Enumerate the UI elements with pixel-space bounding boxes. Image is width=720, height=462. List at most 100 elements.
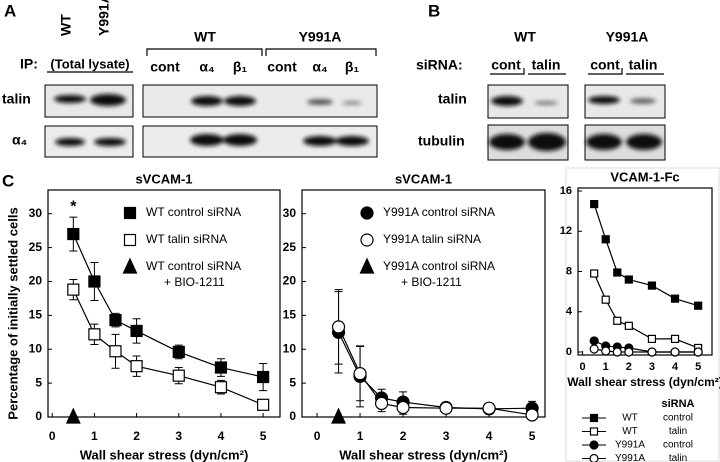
series-line — [338, 332, 533, 410]
lane-header: WT — [58, 14, 74, 36]
data-point — [130, 360, 143, 373]
lane-label: β₁ — [233, 59, 248, 75]
legend-marker — [589, 453, 599, 462]
data-point — [589, 336, 599, 346]
row-label: talin — [2, 91, 31, 107]
x-tick-label: 5 — [695, 361, 701, 373]
legend-marker — [123, 206, 137, 220]
x-tick-label: 3 — [175, 429, 182, 443]
y-tick-label: 0 — [566, 346, 572, 358]
data-point — [612, 347, 622, 357]
x-tick-label: 0 — [49, 429, 56, 443]
data-point — [589, 344, 599, 354]
data-point — [670, 334, 680, 344]
legend-marker — [589, 427, 599, 436]
data-point — [613, 316, 622, 325]
y-tick-label: 30 — [29, 206, 43, 220]
plot-frame — [47, 189, 281, 418]
row-label: tubulin — [418, 133, 465, 149]
data-point — [624, 347, 634, 357]
data-point — [67, 227, 80, 241]
data-point — [525, 408, 539, 422]
data-point — [130, 324, 143, 338]
x-tick-label: 5 — [260, 429, 267, 443]
group-label: Y991A — [299, 29, 342, 45]
data-point — [482, 401, 496, 415]
x-tick-label: 2 — [626, 361, 632, 373]
annotation: * — [70, 198, 77, 215]
x-tick-label: 1 — [603, 361, 609, 373]
lane-label: cont — [590, 57, 620, 73]
y-tick-label: 5 — [35, 375, 42, 389]
series-line — [338, 326, 533, 416]
panel-frame — [565, 167, 720, 462]
y-tick-label: 10 — [283, 341, 297, 355]
legend-marker — [589, 413, 599, 423]
panel-label: B — [428, 1, 440, 20]
data-point — [67, 283, 80, 296]
x-axis-label: Wall shear stress (dyn/cm²) — [339, 447, 508, 462]
legend-label: Y991A — [615, 453, 645, 462]
x-tick-label: 4 — [672, 361, 679, 373]
lane-label: cont — [491, 57, 521, 73]
data-point — [694, 301, 703, 310]
legend-marker — [122, 257, 138, 274]
y-tick-label: 5 — [289, 375, 296, 389]
data-point — [670, 347, 680, 357]
lane-label: talin — [532, 57, 561, 73]
plot-frame — [301, 189, 546, 418]
y-tick-label: 10 — [29, 341, 43, 355]
blot — [487, 84, 666, 161]
underline — [490, 68, 664, 75]
y-tick-label: 15 — [283, 308, 297, 322]
data-point — [214, 381, 228, 394]
legend-note: + BIO-1211 — [401, 275, 462, 289]
data-point — [647, 347, 657, 357]
group-label: WT — [514, 29, 536, 45]
lane-label: cont — [267, 59, 297, 75]
lane-label: α₄ — [199, 59, 214, 75]
legend-sirna: control — [663, 440, 693, 451]
blot — [44, 84, 378, 158]
lane-header: Y991A — [96, 0, 112, 36]
legend-label: WT control siRNA — [146, 259, 241, 273]
lane-label: cont — [150, 59, 180, 75]
y-tick-label: 20 — [283, 274, 297, 288]
chart-title: sVCAM-1 — [395, 171, 452, 186]
x-tick-label: 2 — [400, 429, 407, 443]
legend-label: WT talin siRNA — [146, 232, 227, 246]
y-tick-label: 12 — [560, 225, 572, 237]
data-point — [613, 268, 622, 277]
lane-label: β₁ — [345, 59, 360, 75]
legend-marker — [360, 206, 374, 220]
x-tick-label: 5 — [529, 429, 536, 443]
legend-marker — [360, 233, 374, 247]
data-point — [624, 321, 633, 330]
x-tick-label: 3 — [443, 429, 450, 443]
data-point — [624, 275, 633, 284]
legend-title: siRNA — [661, 398, 694, 410]
data-point — [439, 401, 453, 415]
row-label: α₄ — [12, 132, 27, 148]
data-point — [109, 345, 122, 358]
legend-label: WT control siRNA — [146, 205, 241, 219]
bracket — [146, 48, 377, 56]
data-point — [65, 407, 81, 424]
data-point — [331, 407, 346, 424]
y-tick-label: 25 — [29, 240, 43, 254]
legend-label: WT — [622, 426, 638, 437]
x-axis-label: Wall shear stress (dyn/cm²) — [80, 447, 249, 462]
data-point — [88, 275, 101, 288]
lane-label: talin — [629, 57, 658, 73]
data-point — [601, 295, 610, 304]
x-tick-label: 1 — [357, 429, 364, 443]
data-point — [647, 334, 657, 344]
data-point — [331, 320, 346, 334]
data-point — [109, 314, 122, 327]
x-tick-label: 2 — [133, 429, 140, 443]
y-axis-label: Percentage of initially settled cells — [5, 207, 20, 419]
legend-label: Y991A control siRNA — [383, 205, 495, 219]
series-line — [593, 203, 699, 307]
data-point — [693, 347, 703, 357]
